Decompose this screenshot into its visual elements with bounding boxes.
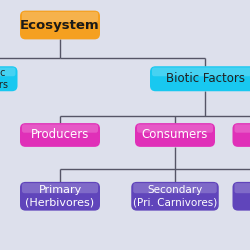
FancyBboxPatch shape xyxy=(22,12,98,22)
FancyBboxPatch shape xyxy=(20,182,100,210)
FancyBboxPatch shape xyxy=(133,183,217,193)
FancyBboxPatch shape xyxy=(135,123,215,147)
Text: Producers: Producers xyxy=(31,128,89,141)
Text: Ecosystem: Ecosystem xyxy=(20,18,100,32)
Text: Primary
(Herbivores): Primary (Herbivores) xyxy=(26,186,94,207)
FancyBboxPatch shape xyxy=(234,124,250,133)
FancyBboxPatch shape xyxy=(0,66,18,91)
Text: Biotic Factors: Biotic Factors xyxy=(166,72,244,85)
Text: Consumers: Consumers xyxy=(142,128,208,141)
FancyBboxPatch shape xyxy=(232,182,250,210)
FancyBboxPatch shape xyxy=(150,66,250,91)
FancyBboxPatch shape xyxy=(131,182,219,210)
Text: Secondary
(Pri. Carnivores): Secondary (Pri. Carnivores) xyxy=(133,186,217,207)
FancyBboxPatch shape xyxy=(22,183,98,193)
FancyBboxPatch shape xyxy=(0,68,16,76)
FancyBboxPatch shape xyxy=(137,124,213,133)
FancyBboxPatch shape xyxy=(20,10,100,39)
FancyBboxPatch shape xyxy=(152,68,250,76)
FancyBboxPatch shape xyxy=(22,124,98,133)
Text: Abiotic
Factors: Abiotic Factors xyxy=(0,68,8,90)
FancyBboxPatch shape xyxy=(234,183,250,193)
FancyBboxPatch shape xyxy=(232,123,250,147)
FancyBboxPatch shape xyxy=(20,123,100,147)
